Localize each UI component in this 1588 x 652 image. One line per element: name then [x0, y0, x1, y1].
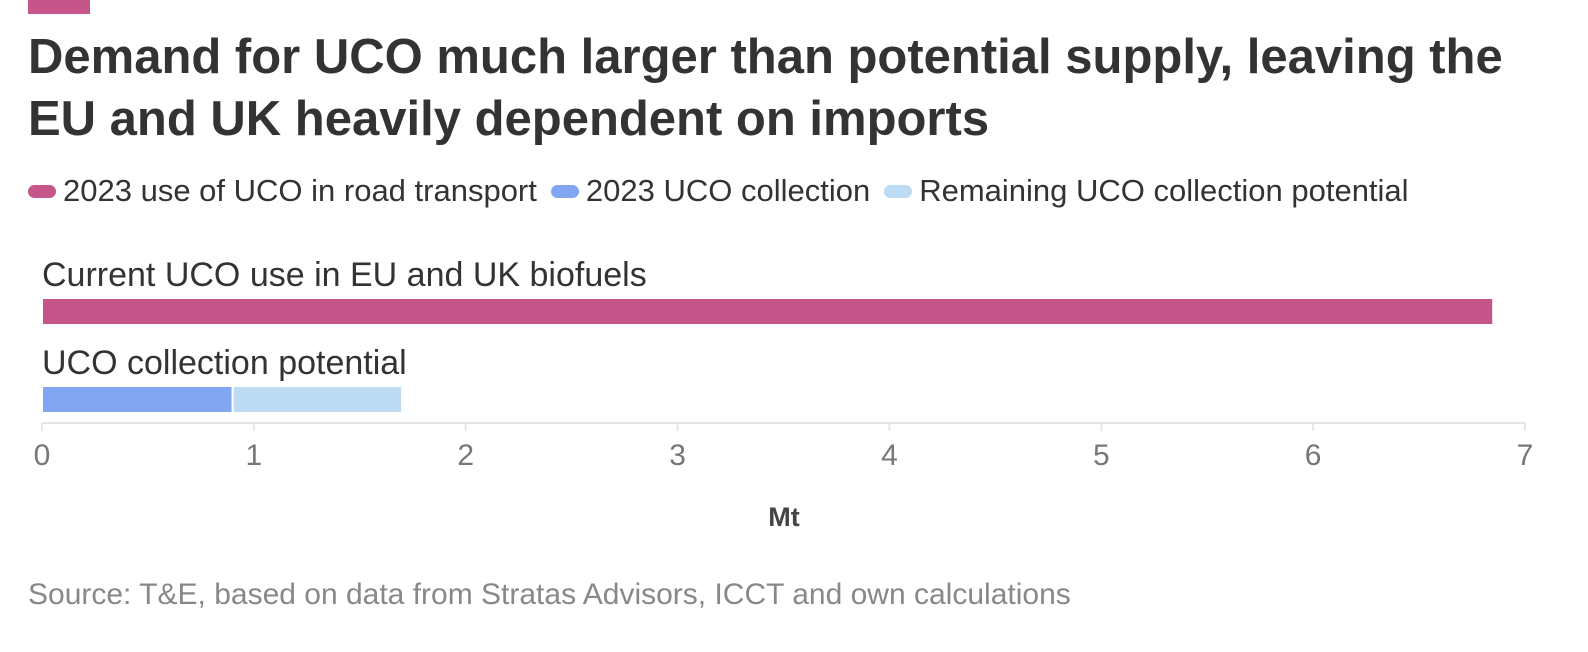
legend-label-collection: 2023 UCO collection: [585, 173, 871, 208]
x-tick-label: 6: [1305, 439, 1322, 472]
bar-segment: [41, 297, 1495, 326]
legend-item-collection: 2023 UCO collection: [550, 173, 871, 209]
category-label: Current UCO use in EU and UK biofuels: [42, 256, 647, 294]
legend: 2023 use of UCO in road transport 2023 U…: [28, 173, 1423, 209]
bar-segment: [41, 385, 234, 414]
bar-segment: [231, 385, 404, 414]
legend-swatch-road: [28, 184, 56, 198]
x-tick-label: 3: [669, 439, 686, 472]
legend-swatch-remaining: [884, 184, 913, 198]
x-axis-label: Mt: [768, 502, 799, 532]
bar-chart: Current UCO use in EU and UK biofuels UCO…: [34, 256, 1534, 532]
x-tick-label: 0: [34, 439, 51, 472]
x-tick-label: 5: [1093, 439, 1110, 472]
legend-label-road: 2023 use of UCO in road transport: [63, 173, 537, 208]
accent-bar: [28, 0, 90, 14]
x-tick-label: 7: [1517, 439, 1534, 472]
chart-title: Demand for UCO much larger than potentia…: [28, 30, 1503, 146]
x-tick-label: 2: [457, 439, 474, 472]
legend-item-road: 2023 use of UCO in road transport: [28, 173, 537, 209]
legend-label-remaining: Remaining UCO collection potential: [919, 173, 1409, 208]
x-tick-label: 1: [246, 439, 263, 472]
legend-swatch-collection: [550, 184, 579, 198]
source-note: Source: T&E, based on data from Stratas …: [28, 578, 1071, 611]
category-label: UCO collection potential: [42, 344, 407, 382]
legend-item-remaining: Remaining UCO collection potential: [884, 173, 1409, 209]
x-tick-label: 4: [881, 439, 898, 472]
